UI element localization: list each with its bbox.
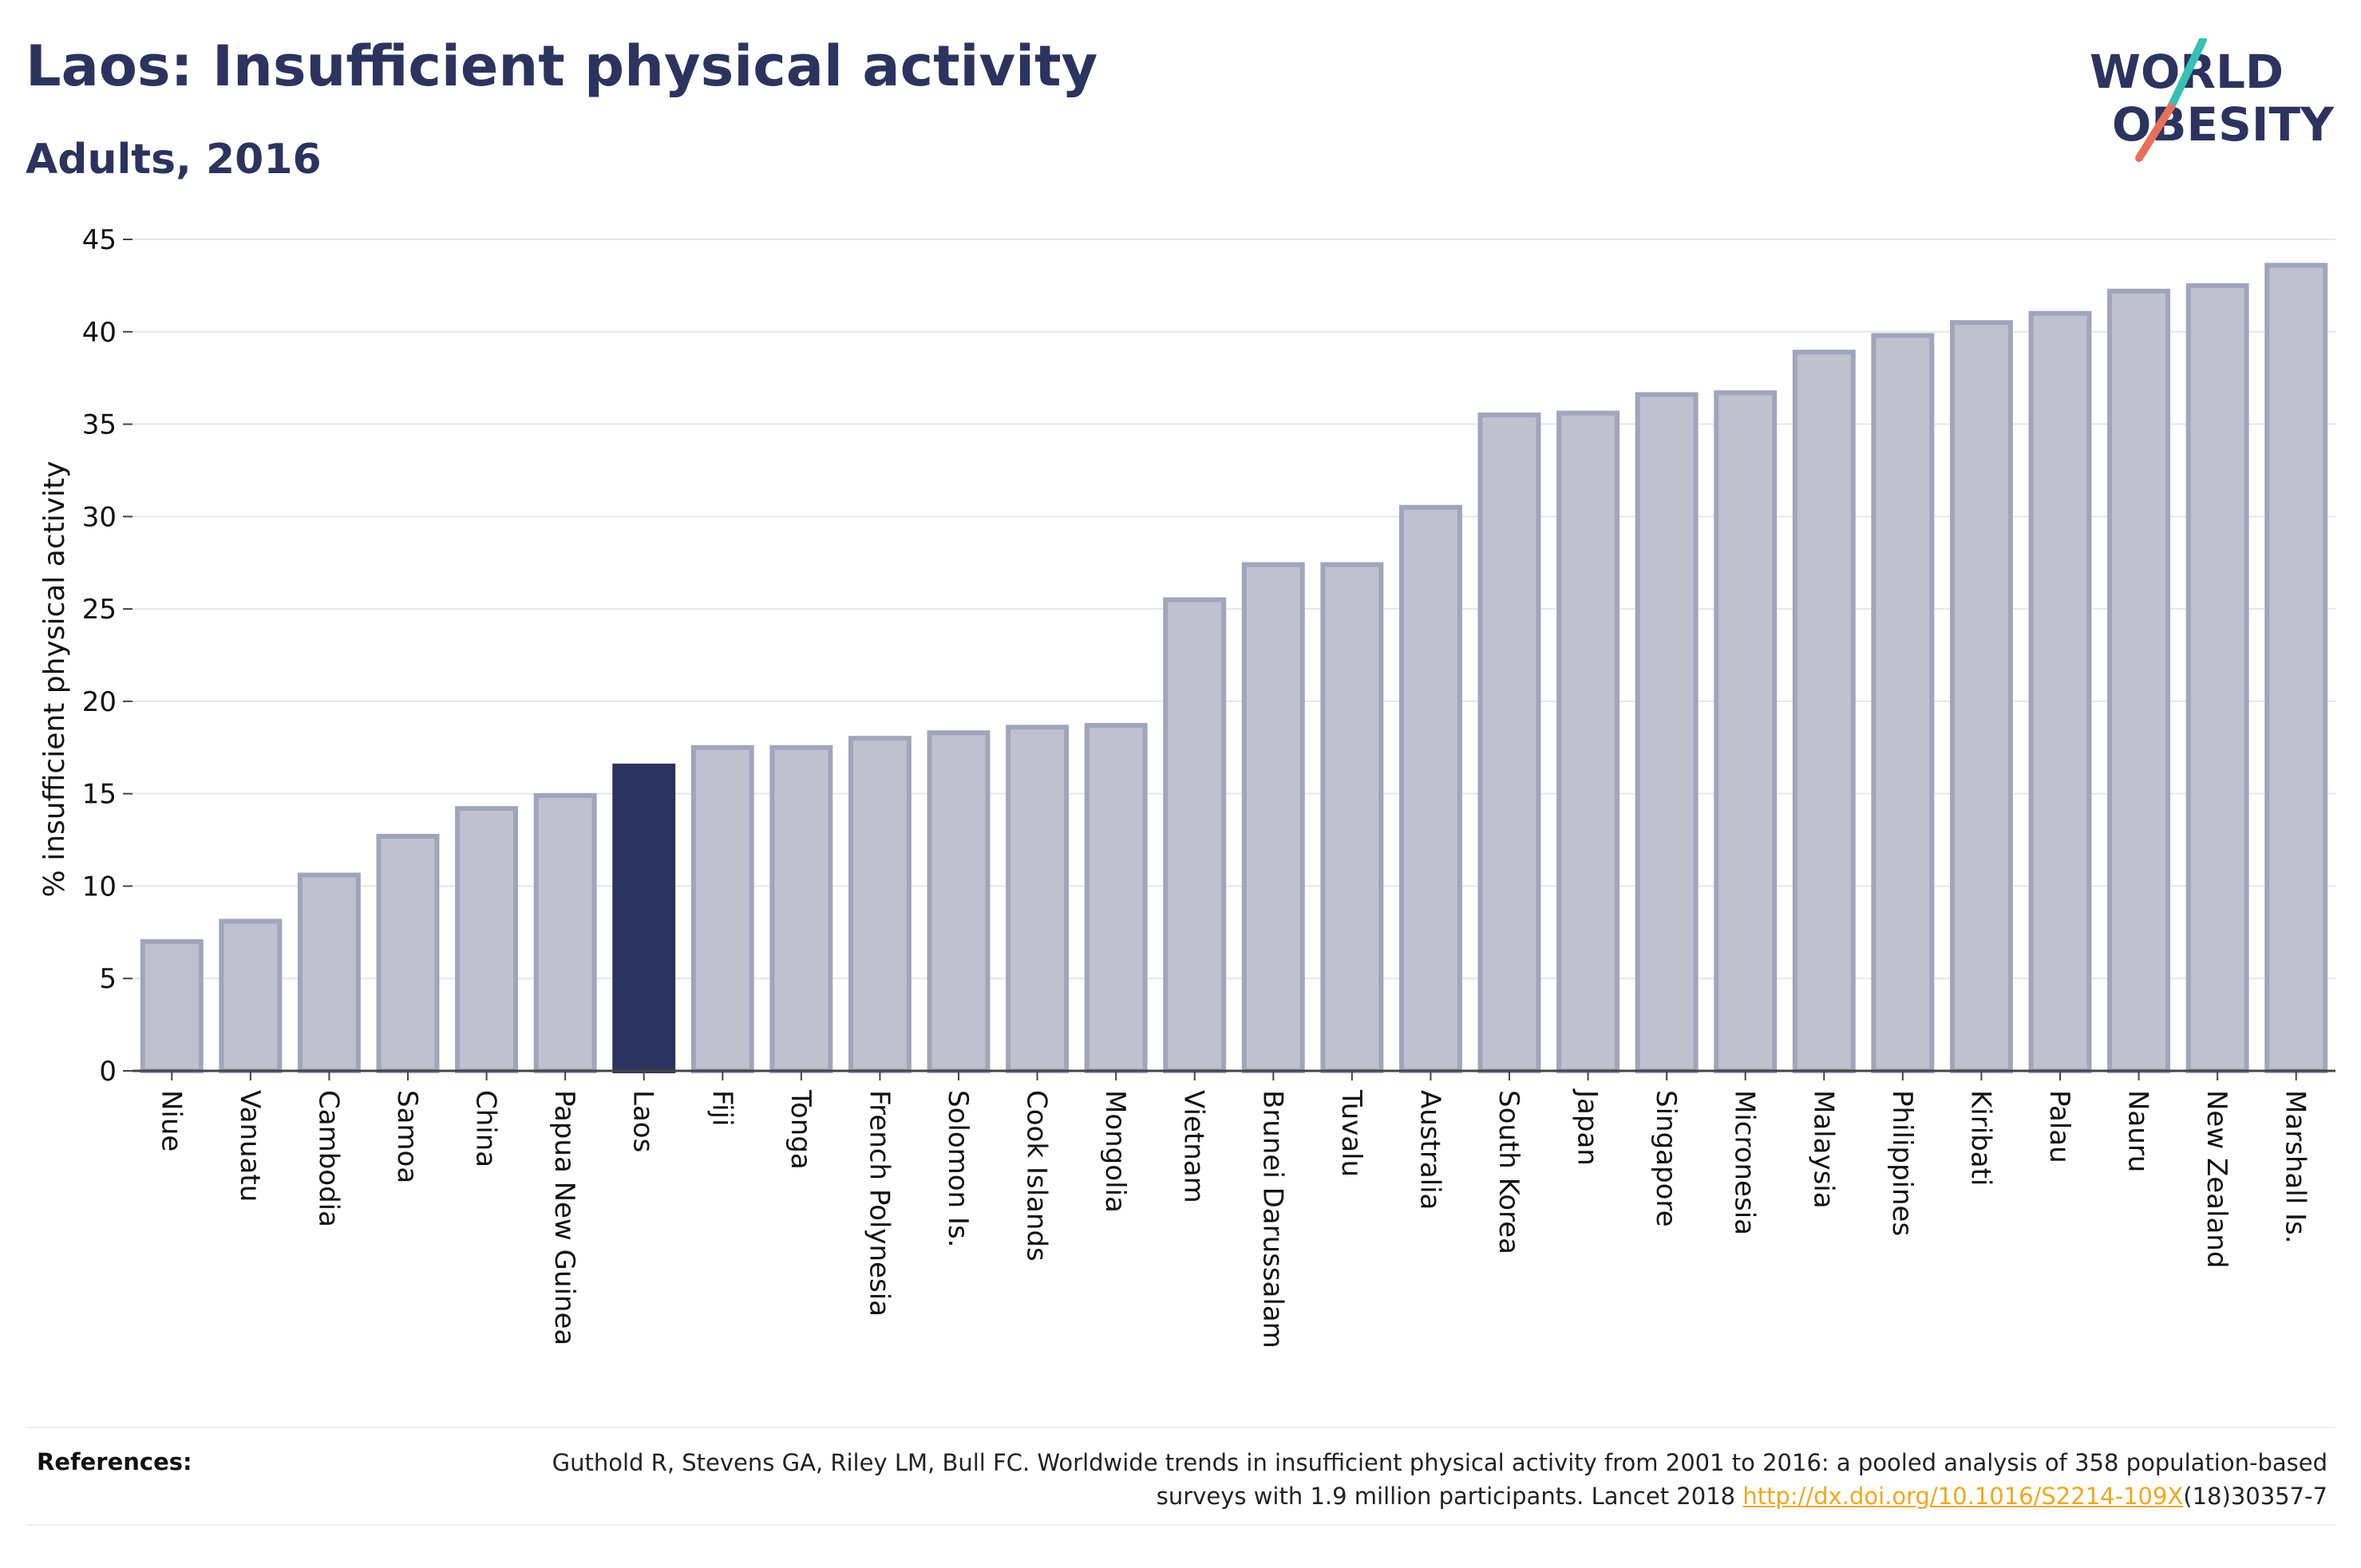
bar-tuvalu[interactable]: [1320, 562, 1384, 1073]
x-tick-label: Papua New Guinea: [548, 1090, 580, 1345]
x-tick-label: Japan: [1572, 1088, 1604, 1166]
footer-divider-bottom: [26, 1524, 2335, 1526]
logo-slash-teal: [2167, 38, 2207, 111]
x-tick-label: French Polynesia: [863, 1090, 895, 1317]
chart-bars: [140, 263, 2328, 1074]
x-tick-label: Samoa: [391, 1090, 423, 1183]
reference-doi-link[interactable]: http://dx.doi.org/10.1016/S2214-109X: [1742, 1483, 2184, 1510]
x-tick-label: Fiji: [706, 1090, 738, 1126]
bar-philippines[interactable]: [1871, 333, 1935, 1073]
x-tick-label: Australia: [1414, 1090, 1445, 1210]
references-label: References:: [37, 1448, 192, 1475]
y-tick-label: 25: [82, 594, 117, 626]
x-tick-label: Laos: [627, 1090, 659, 1152]
x-tick-label: Marshall Is.: [2280, 1090, 2312, 1244]
x-tick-label: Tuvalu: [1335, 1089, 1367, 1177]
x-tick-label: Cook Islands: [1021, 1090, 1053, 1262]
y-axis-label: % insufficient physical activity: [38, 461, 71, 898]
references-text: Guthold R, Stevens GA, Riley LM, Bull FC…: [492, 1446, 2327, 1513]
y-tick-label: 20: [82, 686, 117, 718]
x-tick-label: New Zealand: [2201, 1090, 2232, 1268]
bar-singapore[interactable]: [1635, 392, 1699, 1073]
logo-slash-coral: [2135, 103, 2175, 162]
x-tick-label: Mongolia: [1099, 1090, 1131, 1213]
bar-vietnam[interactable]: [1163, 597, 1227, 1073]
x-tick-label: Vanuatu: [234, 1090, 266, 1202]
x-tick-label: Singapore: [1650, 1090, 1682, 1227]
bar-malaysia[interactable]: [1792, 350, 1856, 1073]
x-tick-label: Philippines: [1886, 1090, 1918, 1236]
bar-australia[interactable]: [1398, 504, 1462, 1073]
x-tick-label: China: [470, 1090, 502, 1167]
bar-new-zealand[interactable]: [2185, 282, 2249, 1073]
x-tick-label: Cambodia: [312, 1090, 344, 1227]
world-obesity-logo: WORLD OBESITY: [2090, 38, 2335, 162]
x-tick-label: Brunei Darussalam: [1256, 1090, 1288, 1349]
bar-niue[interactable]: [140, 938, 204, 1074]
bar-mongolia[interactable]: [1084, 722, 1148, 1073]
y-tick-label: 10: [82, 871, 117, 902]
x-tick-label: Niue: [155, 1090, 187, 1151]
bar-kiribati[interactable]: [1949, 320, 2013, 1073]
bar-japan[interactable]: [1556, 410, 1620, 1073]
bar-micronesia[interactable]: [1714, 390, 1778, 1073]
y-tick-label: 40: [82, 317, 117, 349]
y-tick-label: 30: [82, 501, 117, 533]
bar-chart: 0 5 10 15 20 25 30 35 40 45 Niue Vanuatu Cambodia Sa…: [38, 224, 2335, 1349]
y-tick-label: 15: [82, 779, 117, 811]
bar-marshall-is[interactable]: [2264, 263, 2328, 1073]
bar-tonga[interactable]: [769, 745, 833, 1073]
x-axis-ticks: Niue Vanuatu Cambodia Samoa China Papua New G…: [132, 1069, 2335, 1349]
bar-south-korea[interactable]: [1477, 412, 1541, 1073]
reference-doi-suffix: (18)30357-7: [2183, 1483, 2327, 1510]
bar-cambodia[interactable]: [297, 872, 361, 1074]
y-tick-label: 0: [99, 1056, 117, 1088]
x-tick-label: Tonga: [785, 1089, 817, 1170]
bar-brunei-darussalam[interactable]: [1241, 562, 1305, 1073]
chart-subtitle: Adults, 2016: [26, 136, 322, 184]
y-axis-ticks: 0 5 10 15 20 25 30 35 40 45: [82, 224, 132, 1088]
x-tick-label: Kiribati: [1964, 1090, 1996, 1186]
reference-citation: Guthold R, Stevens GA, Riley LM, Bull FC…: [552, 1449, 2327, 1510]
bar-china[interactable]: [455, 806, 519, 1073]
bar-samoa[interactable]: [376, 833, 440, 1073]
y-tick-label: 35: [82, 409, 117, 441]
bar-fiji[interactable]: [690, 745, 754, 1073]
bar-papua-new-guinea[interactable]: [533, 792, 597, 1074]
footer-divider-top: [26, 1427, 2335, 1428]
x-tick-label: South Korea: [1493, 1090, 1525, 1254]
bar-laos[interactable]: [612, 763, 676, 1074]
x-tick-label: Palau: [2043, 1090, 2075, 1163]
chart-title: Laos: Insufficient physical activity: [26, 34, 1098, 99]
bar-solomon-is[interactable]: [927, 730, 991, 1074]
y-tick-label: 5: [99, 963, 117, 995]
bar-french-polynesia[interactable]: [848, 736, 912, 1073]
x-tick-label: Vietnam: [1178, 1090, 1210, 1203]
x-tick-label: Solomon Is.: [942, 1090, 974, 1247]
bar-vanuatu[interactable]: [219, 918, 283, 1073]
x-tick-label: Micronesia: [1729, 1090, 1761, 1235]
bar-nauru[interactable]: [2107, 288, 2171, 1073]
bar-cook-islands[interactable]: [1006, 725, 1070, 1073]
x-tick-label: Malaysia: [1807, 1090, 1839, 1209]
x-tick-label: Nauru: [2122, 1090, 2154, 1172]
y-tick-label: 45: [82, 224, 117, 256]
bar-palau[interactable]: [2028, 310, 2092, 1074]
